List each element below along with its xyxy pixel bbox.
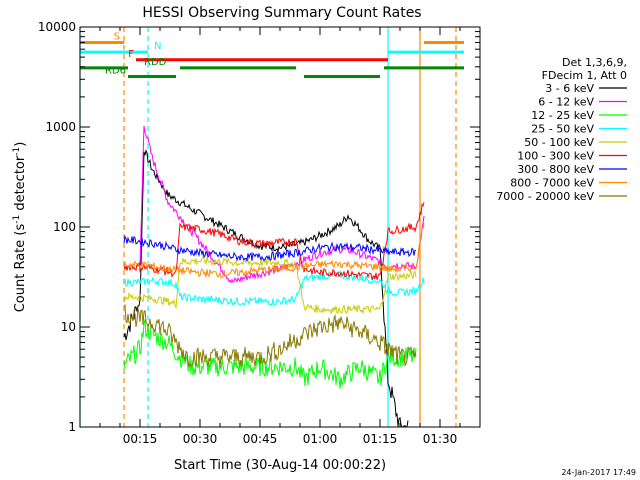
- x-tick-label-00-45: 00:45: [243, 432, 278, 446]
- y-tick-label-100: 100: [53, 220, 76, 234]
- y-axis-label-part1: Count Rate (s: [13, 224, 28, 313]
- y-axis-label-part3: ): [13, 142, 28, 147]
- series-3-6-kev: [123, 148, 409, 428]
- x-tick-label-01-00: 01:00: [303, 432, 338, 446]
- series-25-50-kev: [123, 269, 425, 307]
- y-tick-label-1000: 1000: [45, 120, 76, 134]
- flag-label-s: S: [114, 31, 120, 42]
- flag-label-f: F: [128, 49, 134, 60]
- x-tick-label-01-15: 01:15: [363, 432, 398, 446]
- y-tick-label-10000: 10000: [38, 20, 76, 34]
- series-7000-20000-kev: [123, 303, 417, 369]
- legend-label-7000-20000-kev: 7000 - 20000 keV: [496, 190, 594, 203]
- flag-label-rd6: RD6: [105, 65, 126, 76]
- x-tick-label-01-30: 01:30: [423, 432, 458, 446]
- legend-label-3-6-kev: 3 - 6 keV: [545, 82, 594, 95]
- legend-label-100-300-kev: 100 - 300 keV: [517, 150, 594, 163]
- legend-header-1: Det 1,3,6,9,: [562, 56, 627, 69]
- legend-header-2: FDecim 1, Att 0: [542, 69, 627, 82]
- x-tick-label-00-30: 00:30: [183, 432, 218, 446]
- y-axis-label-sup1: -1: [12, 215, 22, 224]
- x-axis-label: Start Time (30-Aug-14 00:00:22): [174, 458, 386, 473]
- series-12-25-kev: [123, 319, 417, 389]
- footer-date: 24-Jan-2017 17:49: [561, 468, 636, 477]
- legend-label-25-50-kev: 25 - 50 keV: [531, 123, 594, 136]
- y-axis-label-part2: detector: [13, 155, 28, 215]
- plot-content: S N F RDD RD6: [79, 27, 464, 428]
- x-tick-label-00-15: 00:15: [123, 432, 158, 446]
- y-axis-label-sup2: -1: [12, 147, 22, 156]
- legend-label-50-100-kev: 50 - 100 keV: [524, 136, 594, 149]
- y-tick-label-10: 10: [61, 320, 76, 334]
- legend-label-6-12-kev: 6 - 12 keV: [538, 96, 594, 109]
- flag-label-n: N: [154, 41, 161, 52]
- legend-label-800-7000-kev: 800 - 7000 keV: [510, 177, 594, 190]
- series-300-800-kev: [123, 234, 417, 262]
- legend: Det 1,3,6,9, FDecim 1, Att 0 3 - 6 keV6 …: [496, 56, 627, 203]
- flag-label-rdd: RDD: [144, 57, 167, 68]
- y-axis-label: Count Rate (s-1 detector-1): [12, 142, 28, 313]
- legend-label-12-25-kev: 12 - 25 keV: [531, 109, 594, 122]
- legend-label-300-800-kev: 300 - 800 keV: [517, 163, 594, 176]
- y-tick-label-1: 1: [68, 420, 76, 434]
- series-800-7000-kev: [123, 222, 425, 279]
- chart-title: HESSI Observing Summary Count Rates: [142, 5, 421, 21]
- series-100-300-kev: [123, 202, 425, 280]
- axis-ticks: 00:15 00:30 00:45 01:00 01:15 01:30 1 10 100 1000…: [38, 20, 480, 446]
